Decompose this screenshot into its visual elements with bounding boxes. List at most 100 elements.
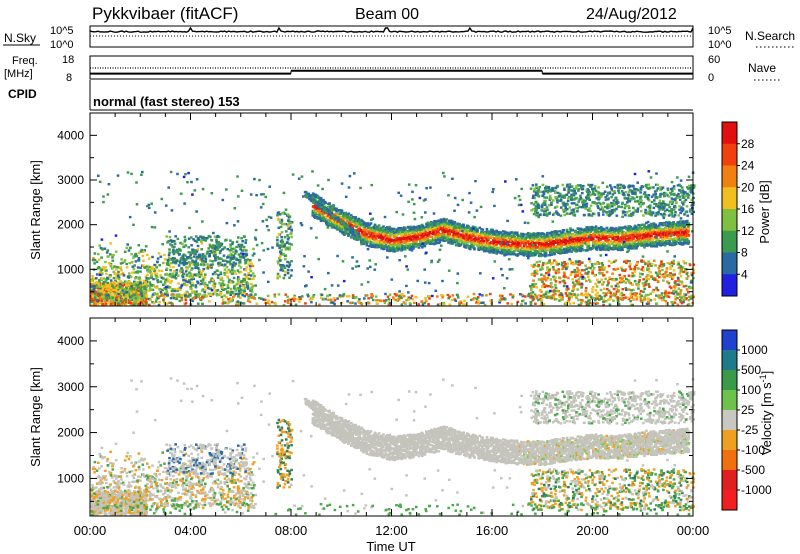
- power-cell: [577, 237, 580, 240]
- power-cell: [667, 282, 671, 285]
- power-cell: [612, 268, 616, 271]
- power-cell: [401, 240, 404, 243]
- power-cell: [471, 234, 475, 238]
- power-cell: [367, 226, 371, 229]
- power-cell: [441, 237, 444, 240]
- power-cell: [665, 242, 668, 245]
- power-cell: [561, 194, 564, 197]
- power-cell: [335, 207, 338, 210]
- power-cell: [564, 235, 567, 239]
- power-cell: [671, 187, 675, 190]
- power-cell: [668, 240, 671, 243]
- power-cell: [558, 243, 562, 246]
- power-cell: [644, 239, 648, 242]
- power-cell: [321, 216, 324, 219]
- power-cell: [546, 232, 550, 235]
- power-cell: [690, 202, 694, 205]
- power-cell: [613, 191, 617, 195]
- power-cell: [598, 294, 602, 298]
- power-cell: [534, 193, 538, 197]
- power-cell: [586, 246, 589, 249]
- power-cell: [662, 201, 665, 205]
- power-cell: [616, 237, 620, 241]
- power-cell: [575, 185, 578, 188]
- power-cell: [553, 212, 557, 215]
- power-cell: [627, 194, 630, 197]
- power-cell: [692, 184, 696, 187]
- power-cell: [530, 202, 533, 205]
- power-cell: [428, 232, 432, 235]
- power-cell: [575, 236, 579, 239]
- power-cell: [552, 199, 555, 202]
- power-cell: [460, 235, 463, 239]
- power-cell: [571, 278, 574, 281]
- power-cell: [589, 204, 593, 207]
- power-cell: [553, 206, 557, 209]
- power-cell: [553, 245, 557, 249]
- power-cell: [417, 238, 421, 241]
- power-cell: [511, 246, 515, 250]
- power-cell: [658, 264, 662, 268]
- power-cell: [610, 285, 613, 288]
- power-cell: [639, 188, 643, 191]
- power-cell: [577, 298, 580, 302]
- power-cell: [312, 206, 316, 209]
- power-cell: [394, 240, 397, 244]
- power-cell: [524, 239, 527, 243]
- power-cell: [633, 244, 636, 248]
- power-cell: [585, 239, 588, 242]
- power-cell: [673, 227, 677, 230]
- power-cell: [551, 261, 554, 265]
- power-cell: [555, 197, 559, 200]
- power-cell: [401, 248, 404, 251]
- power-cell: [632, 185, 635, 188]
- power-cell: [503, 235, 506, 238]
- power-cell: [548, 248, 552, 252]
- power-cell: [667, 214, 671, 217]
- power-cell: [603, 242, 606, 246]
- power-cell: [524, 250, 527, 253]
- power-cell: [654, 192, 658, 196]
- power-cell: [600, 237, 603, 240]
- power-cell: [543, 274, 546, 277]
- power-cell: [329, 205, 332, 209]
- power-cell: [550, 248, 553, 251]
- power-cell: [690, 212, 694, 215]
- power-cell: [455, 226, 458, 229]
- power-cell: [641, 231, 645, 235]
- power-cell: [350, 214, 353, 217]
- power-cell: [575, 279, 578, 282]
- power-cell: [621, 277, 624, 280]
- power-cell: [602, 230, 606, 234]
- power-cell: [612, 244, 616, 248]
- power-cell: [445, 233, 449, 236]
- power-cell: [458, 240, 461, 243]
- power-cell: [432, 225, 435, 228]
- power-cell: [336, 212, 339, 216]
- power-cell: [442, 232, 446, 236]
- power-cell: [598, 201, 601, 205]
- power-cell: [502, 248, 505, 252]
- power-cell: [678, 195, 681, 198]
- power-cell: [492, 236, 496, 240]
- power-cell: [583, 277, 586, 280]
- power-cell: [601, 202, 604, 205]
- power-cell: [316, 209, 320, 212]
- power-cell: [599, 288, 603, 292]
- power-cell: [416, 236, 419, 239]
- power-scatter: [90, 170, 696, 307]
- power-cell: [533, 187, 536, 190]
- power-cell: [627, 185, 630, 188]
- power-cell: [669, 243, 672, 246]
- power-cell: [657, 243, 660, 246]
- power-cell: [572, 194, 576, 197]
- power-cell: [376, 246, 379, 249]
- power-cell: [546, 266, 549, 269]
- power-cell: [532, 279, 535, 282]
- power-cell: [561, 267, 564, 270]
- power-cell: [412, 242, 415, 245]
- power-cell: [404, 246, 407, 249]
- power-cell: [620, 239, 624, 243]
- power-cell: [390, 249, 393, 252]
- power-cell: [662, 200, 665, 203]
